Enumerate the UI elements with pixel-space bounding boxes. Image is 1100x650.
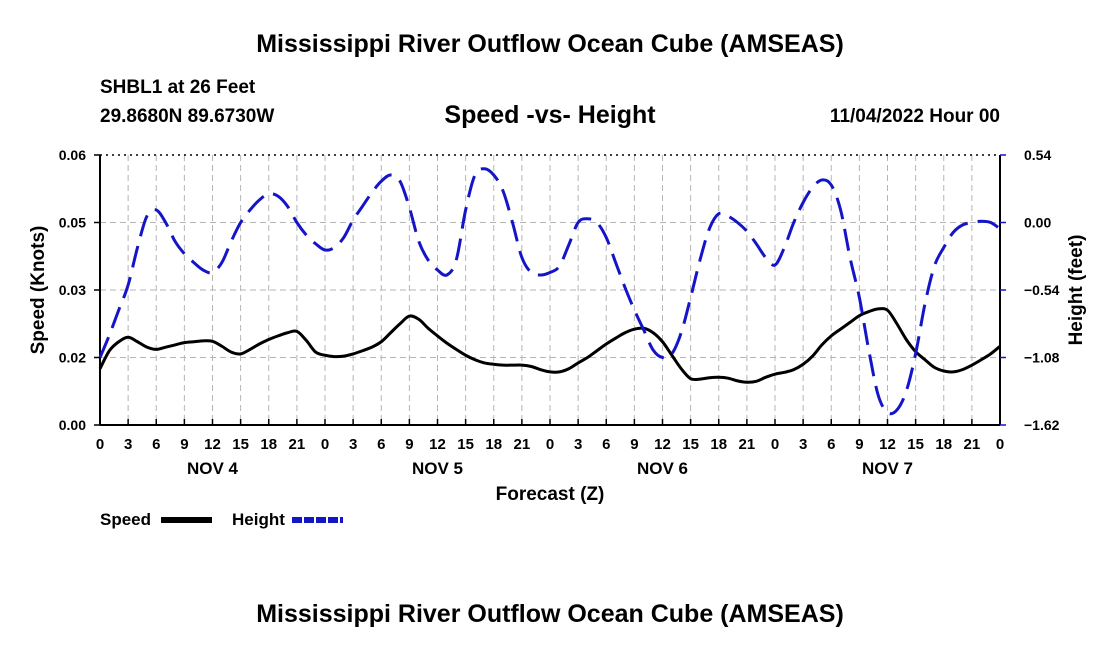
left-tick-label: 0.06 bbox=[59, 147, 86, 163]
left-tick-label: 0.02 bbox=[59, 350, 86, 366]
day-label: NOV 6 bbox=[637, 459, 688, 478]
x-tick-label: 15 bbox=[457, 436, 474, 453]
grid-layer bbox=[100, 155, 1000, 425]
right-axis-title: Height (feet) bbox=[1066, 235, 1087, 346]
x-tick-label: 18 bbox=[935, 436, 952, 453]
right-tick-label: −1.08 bbox=[1024, 350, 1060, 366]
chart-title: Mississippi River Outflow Ocean Cube (AM… bbox=[256, 30, 844, 58]
axes-layer bbox=[94, 154, 1006, 426]
x-tick-label: 3 bbox=[574, 436, 582, 453]
left-tick-label: 0.05 bbox=[59, 215, 86, 231]
day-label: NOV 5 bbox=[412, 459, 463, 478]
x-axis-title: Forecast (Z) bbox=[496, 484, 605, 505]
series-layer bbox=[98, 167, 1001, 416]
x-tick-label: 12 bbox=[654, 436, 671, 453]
x-tick-label: 12 bbox=[879, 436, 896, 453]
x-tick-label: 12 bbox=[204, 436, 221, 453]
x-tick-label: 9 bbox=[630, 436, 638, 453]
x-tick-label: 6 bbox=[152, 436, 160, 453]
left-tick-label: 0.00 bbox=[59, 417, 86, 433]
day-label: NOV 7 bbox=[862, 459, 913, 478]
right-tick-label: −0.54 bbox=[1024, 282, 1060, 298]
height-series-line bbox=[98, 167, 1001, 416]
legend-label: Speed bbox=[100, 510, 151, 529]
x-tick-label: 0 bbox=[321, 436, 329, 453]
footer-title: Mississippi River Outflow Ocean Cube (AM… bbox=[256, 600, 844, 628]
speed-series-line bbox=[98, 307, 1001, 384]
x-tick-label: 18 bbox=[710, 436, 727, 453]
x-tick-label: 6 bbox=[377, 436, 385, 453]
x-tick-label: 6 bbox=[827, 436, 835, 453]
x-tick-label: 18 bbox=[485, 436, 502, 453]
x-tick-label: 21 bbox=[514, 436, 531, 453]
station-label: SHBL1 at 26 Feet bbox=[100, 77, 256, 98]
left-axis-title: Speed (Knots) bbox=[28, 226, 49, 355]
x-tick-label: 21 bbox=[289, 436, 306, 453]
x-tick-label: 0 bbox=[771, 436, 779, 453]
x-tick-label: 0 bbox=[996, 436, 1004, 453]
chart-subtitle: Speed -vs- Height bbox=[444, 101, 656, 129]
right-tick-label: −1.62 bbox=[1024, 417, 1060, 433]
day-label: NOV 4 bbox=[187, 459, 239, 478]
x-tick-label: 21 bbox=[964, 436, 981, 453]
x-tick-label: 9 bbox=[855, 436, 863, 453]
x-tick-label: 3 bbox=[349, 436, 357, 453]
right-tick-label: 0.54 bbox=[1024, 147, 1051, 163]
x-tick-label: 3 bbox=[124, 436, 132, 453]
legend-label: Height bbox=[232, 510, 285, 529]
x-tick-label: 0 bbox=[546, 436, 554, 453]
x-tick-label: 15 bbox=[682, 436, 699, 453]
x-tick-label: 3 bbox=[799, 436, 807, 453]
x-tick-label: 6 bbox=[602, 436, 610, 453]
right-tick-label: 0.00 bbox=[1024, 215, 1051, 231]
x-tick-label: 15 bbox=[232, 436, 249, 453]
x-tick-label: 0 bbox=[96, 436, 104, 453]
left-tick-label: 0.03 bbox=[59, 282, 86, 298]
location-label: 29.8680N 89.6730W bbox=[100, 106, 275, 127]
x-tick-label: 9 bbox=[180, 436, 188, 453]
datetime-label: 11/04/2022 Hour 00 bbox=[829, 106, 1000, 127]
x-tick-label: 18 bbox=[260, 436, 277, 453]
x-tick-label: 12 bbox=[429, 436, 446, 453]
x-tick-label: 15 bbox=[907, 436, 924, 453]
x-tick-label: 21 bbox=[739, 436, 756, 453]
x-tick-label: 9 bbox=[405, 436, 413, 453]
labels-layer: 0 3 6 9 12 15 18 21 0 3 6 9 12 15 18 21 0 3 6 9 12 15 18 21 0 3 6 9… bbox=[28, 147, 1087, 529]
